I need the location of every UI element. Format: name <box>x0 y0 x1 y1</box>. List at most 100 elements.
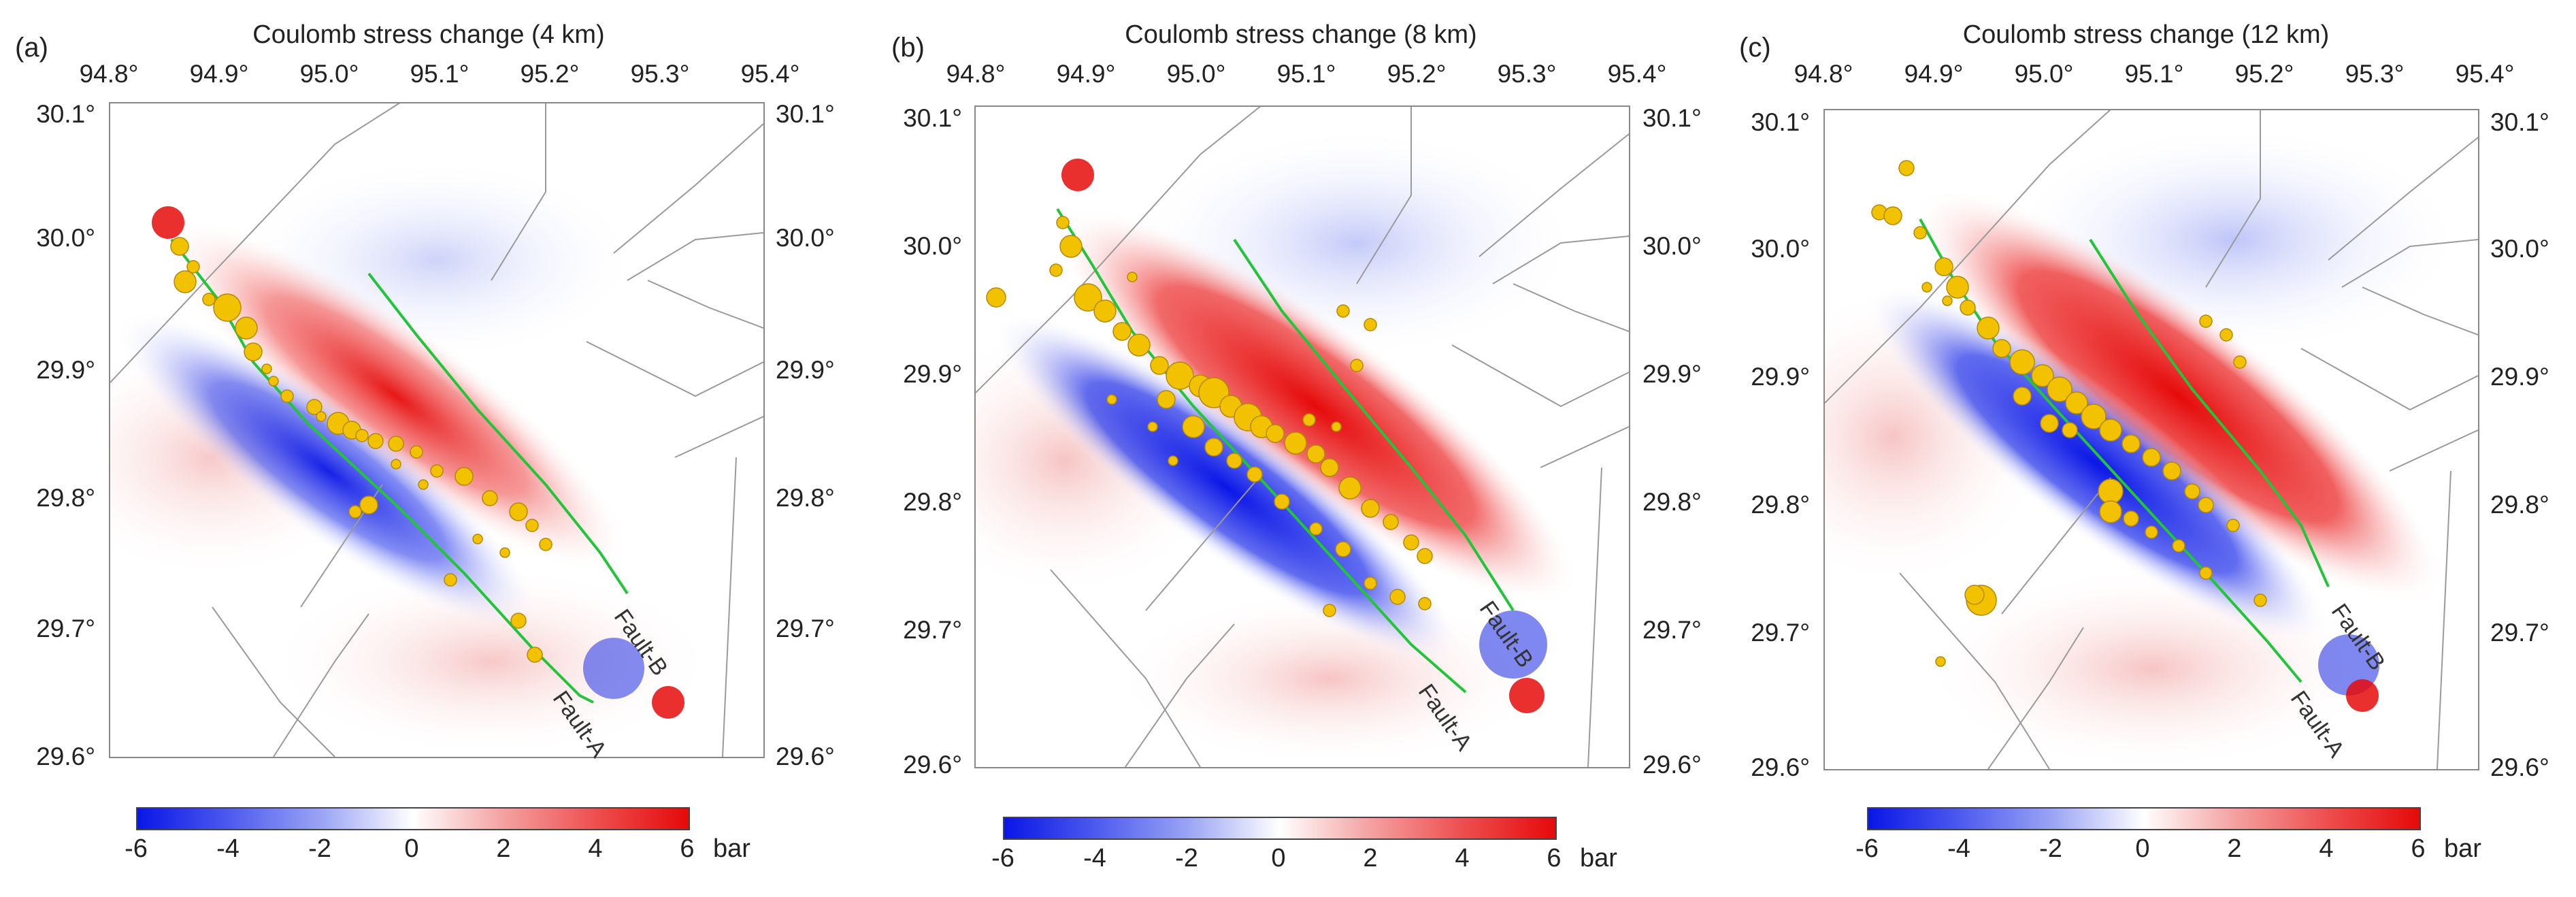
lat-tick: 29.9° <box>1751 363 1810 391</box>
lon-tick: 94.8° <box>946 60 1006 88</box>
stress-map-b <box>974 105 1630 768</box>
lat-tick: 30.0° <box>1751 235 1810 263</box>
lat-tick: 29.6° <box>776 743 835 770</box>
lat-tick: 30.0° <box>776 224 835 252</box>
stress-map-c <box>1823 109 2479 770</box>
panel-title: Coulomb stress change (8 km) <box>1125 20 1477 49</box>
colorbar-tick: 4 <box>588 834 603 863</box>
lon-tick: 95.3° <box>630 60 690 88</box>
colorbar <box>1867 807 2421 830</box>
colorbar-tick: -4 <box>1947 834 1970 863</box>
lat-tick: 29.8° <box>903 488 962 516</box>
stress-spot <box>1509 678 1545 713</box>
colorbar-tick: -4 <box>216 834 240 863</box>
lon-tick: 95.2° <box>2234 60 2294 88</box>
lon-tick: 95.1° <box>2124 60 2184 88</box>
lat-tick: 29.9° <box>903 360 962 388</box>
lat-tick: 30.1° <box>1751 108 1810 136</box>
colorbar-unit: bar <box>713 834 750 863</box>
lat-tick: 30.1° <box>776 100 835 128</box>
stress-map-canvas <box>976 107 1629 767</box>
colorbar-tick: -6 <box>125 834 148 863</box>
lon-tick: 95.3° <box>2345 60 2405 88</box>
regional-faults <box>976 107 1629 767</box>
fault-traces <box>1056 208 1515 694</box>
stress-map-canvas <box>110 103 763 757</box>
lon-tick: 95.0° <box>299 60 359 88</box>
stress-spot <box>1479 610 1547 679</box>
panel-label: (a) <box>15 33 48 63</box>
lat-tick: 29.8° <box>776 484 835 512</box>
lat-tick: 29.8° <box>1642 488 1702 516</box>
lat-tick: 29.7° <box>776 615 835 642</box>
lon-tick: 95.0° <box>2014 60 2074 88</box>
colorbar-tick: -6 <box>1855 834 1879 863</box>
panel-b: (b) Coulomb stress change (8 km) 94.8° 9… <box>872 0 1731 897</box>
colorbar-tick: 4 <box>1455 844 1470 872</box>
panel-title: Coulomb stress change (4 km) <box>252 20 605 49</box>
panel-label: (b) <box>891 33 925 63</box>
panel-label: (c) <box>1739 33 1771 63</box>
panel-title: Coulomb stress change (12 km) <box>1962 20 2330 49</box>
fault-b-trace <box>1233 238 1515 612</box>
colorbar-tick: 2 <box>496 834 511 863</box>
colorbar-tick: 6 <box>680 834 695 863</box>
colorbar-tick: 6 <box>2411 834 2426 863</box>
colorbar-tick: 0 <box>2135 834 2150 863</box>
lon-tick: 95.4° <box>740 60 800 88</box>
panel-a: (a) Coulomb stress change (4 km) 94.8° 9… <box>0 0 859 897</box>
stress-lobe-positive-main <box>1053 207 1579 606</box>
lat-tick: 29.6° <box>2490 753 2549 781</box>
colorbar-tick: 6 <box>1547 844 1562 872</box>
regional-faults <box>1825 110 2478 769</box>
lon-tick: 95.1° <box>410 60 469 88</box>
lat-tick: 30.0° <box>903 232 962 260</box>
aftershocks <box>170 237 552 663</box>
colorbar-unit: bar <box>2444 834 2481 863</box>
lat-tick: 29.9° <box>36 356 95 384</box>
regional-faults <box>110 103 763 757</box>
lon-tick: 95.1° <box>1276 60 1336 88</box>
lat-tick: 30.1° <box>1642 104 1702 132</box>
lon-tick: 95.4° <box>2455 60 2515 88</box>
lat-tick: 29.9° <box>1642 360 1702 388</box>
colorbar-tick: -4 <box>1083 844 1106 872</box>
stress-lobe-positive-main <box>1913 188 2445 604</box>
aftershocks <box>1871 160 2267 667</box>
colorbar-tick: 2 <box>2227 834 2242 863</box>
colorbar-tick: 0 <box>404 834 419 863</box>
lon-tick: 94.8° <box>79 60 139 88</box>
colorbar <box>136 807 690 830</box>
panel-c: (c) Coulomb stress change (12 km) 94.8° … <box>1717 0 2576 897</box>
lon-tick: 95.3° <box>1497 60 1557 88</box>
stress-spot <box>583 638 644 699</box>
lat-tick: 29.6° <box>1751 753 1810 781</box>
colorbar-tick: -2 <box>308 834 331 863</box>
colorbar-tick: 4 <box>2319 834 2334 863</box>
lat-tick: 29.7° <box>903 616 962 644</box>
lon-tick: 95.4° <box>1607 60 1667 88</box>
fault-b-trace <box>2089 238 2330 587</box>
stress-map-canvas <box>1825 110 2478 769</box>
lon-tick: 94.9° <box>1056 60 1116 88</box>
lat-tick: 29.7° <box>36 615 95 642</box>
lat-tick: 30.0° <box>36 224 95 252</box>
lat-tick: 29.7° <box>1642 616 1702 644</box>
colorbar-tick: -2 <box>2039 834 2062 863</box>
lon-tick: 95.2° <box>1387 60 1447 88</box>
fault-a-trace <box>1056 208 1467 694</box>
lon-tick: 95.2° <box>520 60 580 88</box>
lat-tick: 29.7° <box>2490 619 2549 647</box>
stress-spot <box>152 206 184 239</box>
lat-tick: 29.6° <box>903 751 962 779</box>
colorbar-tick: 0 <box>1271 844 1286 872</box>
stress-spot <box>652 686 684 719</box>
stress-map-a <box>109 102 765 758</box>
lat-tick: 29.6° <box>1642 751 1702 779</box>
lat-tick: 29.6° <box>36 743 95 770</box>
colorbar-tick: 2 <box>1363 844 1378 872</box>
colorbar-unit: bar <box>1580 844 1617 872</box>
lat-tick: 29.8° <box>1751 491 1810 519</box>
stress-lobe-positive-main <box>161 218 631 574</box>
colorbar-tick: -6 <box>991 844 1014 872</box>
